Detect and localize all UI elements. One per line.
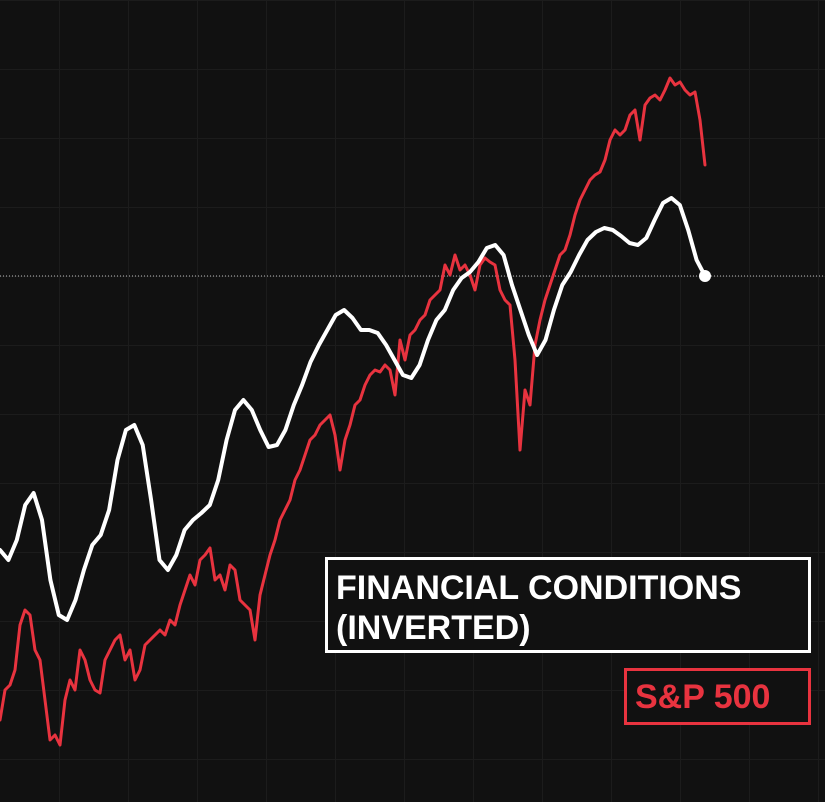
end-point: [699, 270, 711, 282]
series-line: [0, 196, 707, 622]
legend-entry: S&P 500: [624, 668, 811, 725]
series-line: [0, 76, 707, 747]
legend-entry: FINANCIAL CONDITIONS (INVERTED): [325, 557, 811, 653]
